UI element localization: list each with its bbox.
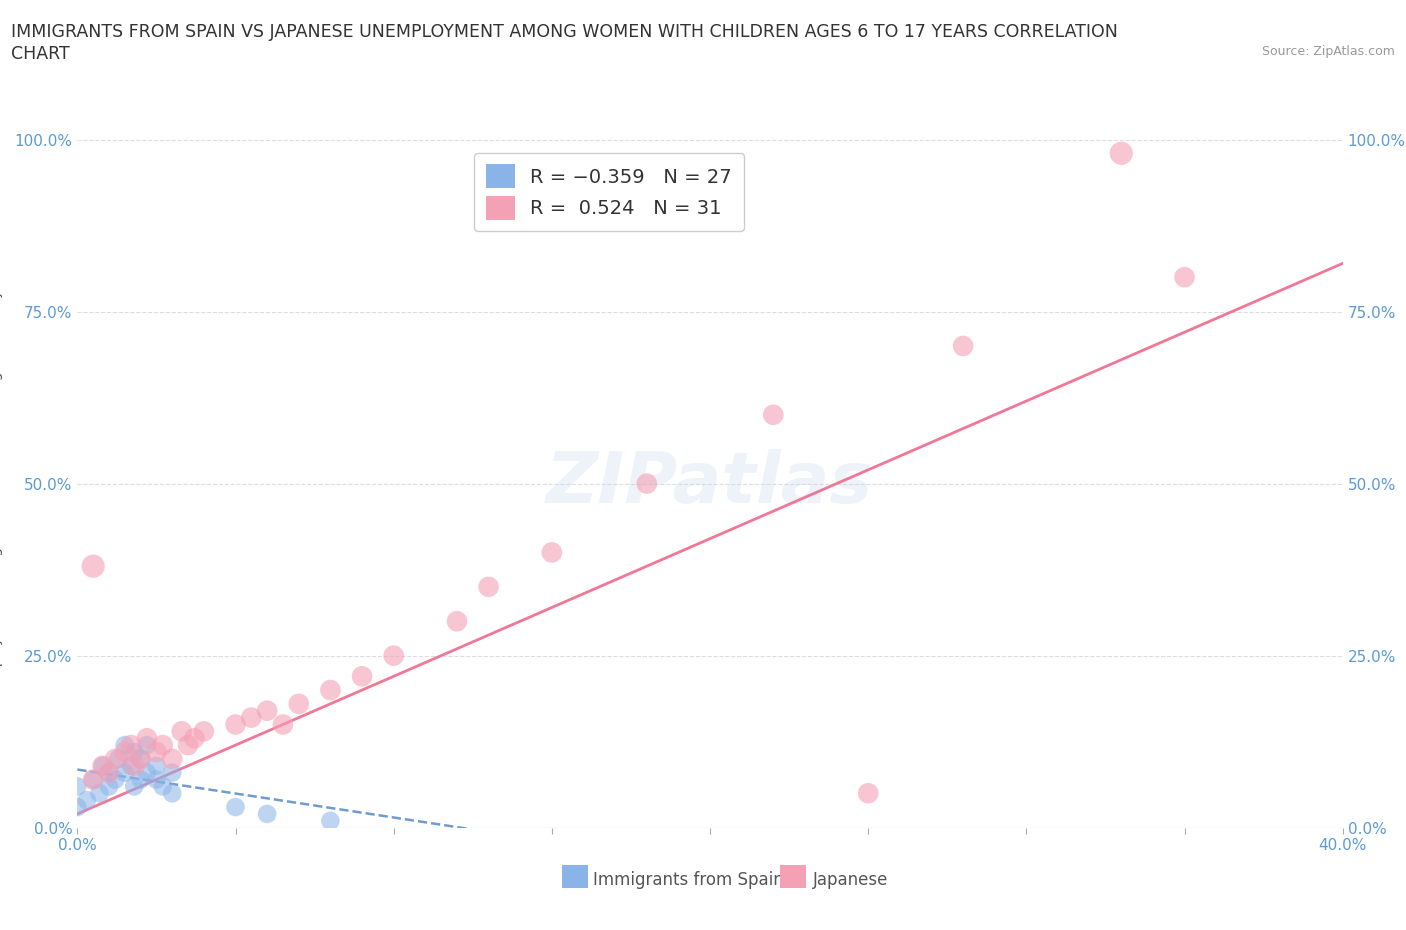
Legend: R = −0.359   N = 27, R =  0.524   N = 31: R = −0.359 N = 27, R = 0.524 N = 31 bbox=[474, 153, 744, 232]
Text: IMMIGRANTS FROM SPAIN VS JAPANESE UNEMPLOYMENT AMONG WOMEN WITH CHILDREN AGES 6 : IMMIGRANTS FROM SPAIN VS JAPANESE UNEMPL… bbox=[11, 23, 1118, 41]
Point bbox=[162, 786, 183, 801]
Point bbox=[82, 559, 104, 574]
Point bbox=[66, 800, 89, 815]
Point bbox=[288, 697, 311, 711]
Point bbox=[114, 745, 136, 760]
Point bbox=[145, 772, 167, 787]
Y-axis label: Unemployment Among Women with Children Ages 6 to 17 years: Unemployment Among Women with Children A… bbox=[0, 259, 3, 708]
Point bbox=[66, 779, 89, 794]
Point bbox=[145, 758, 167, 773]
Point bbox=[319, 814, 342, 829]
Point bbox=[193, 724, 215, 738]
Point bbox=[98, 779, 120, 794]
Point bbox=[152, 779, 174, 794]
Point bbox=[129, 772, 152, 787]
Point bbox=[82, 772, 104, 787]
Point bbox=[858, 786, 880, 801]
Point bbox=[256, 703, 278, 718]
Point bbox=[952, 339, 974, 353]
Point bbox=[124, 745, 146, 760]
Point bbox=[136, 765, 159, 780]
Point bbox=[162, 751, 183, 766]
Point bbox=[352, 669, 374, 684]
Point bbox=[114, 765, 136, 780]
Point bbox=[124, 779, 146, 794]
Point bbox=[225, 717, 247, 732]
Point bbox=[1174, 270, 1197, 285]
Point bbox=[177, 737, 200, 752]
Point bbox=[636, 476, 658, 491]
Text: Immigrants from Spain: Immigrants from Spain bbox=[593, 870, 785, 889]
Text: CHART: CHART bbox=[11, 45, 70, 62]
Point bbox=[170, 724, 193, 738]
Point bbox=[82, 772, 104, 787]
Point bbox=[1111, 146, 1133, 161]
Point bbox=[256, 806, 278, 821]
Point bbox=[136, 737, 159, 752]
Point bbox=[145, 745, 167, 760]
Point bbox=[129, 751, 152, 766]
Point bbox=[76, 792, 98, 807]
Point bbox=[124, 758, 146, 773]
Text: Source: ZipAtlas.com: Source: ZipAtlas.com bbox=[1261, 45, 1395, 58]
Point bbox=[162, 765, 183, 780]
Point bbox=[114, 737, 136, 752]
Point bbox=[541, 545, 564, 560]
Point bbox=[120, 758, 142, 773]
Point bbox=[478, 579, 501, 594]
Point bbox=[91, 758, 114, 773]
Point bbox=[98, 765, 120, 780]
Point bbox=[104, 772, 127, 787]
Point bbox=[98, 765, 120, 780]
Point bbox=[152, 737, 174, 752]
Point bbox=[104, 751, 127, 766]
Text: Japanese: Japanese bbox=[813, 870, 889, 889]
Point bbox=[446, 614, 468, 629]
Point bbox=[762, 407, 785, 422]
Text: ZIPatlas: ZIPatlas bbox=[547, 449, 873, 518]
Point bbox=[225, 800, 247, 815]
Point bbox=[129, 751, 152, 766]
Point bbox=[107, 751, 129, 766]
Point bbox=[120, 737, 142, 752]
Point bbox=[240, 711, 263, 725]
Point bbox=[91, 758, 114, 773]
Point bbox=[183, 731, 205, 746]
Point bbox=[89, 786, 111, 801]
Point bbox=[382, 648, 405, 663]
Point bbox=[319, 683, 342, 698]
Point bbox=[271, 717, 294, 732]
Point bbox=[136, 731, 159, 746]
